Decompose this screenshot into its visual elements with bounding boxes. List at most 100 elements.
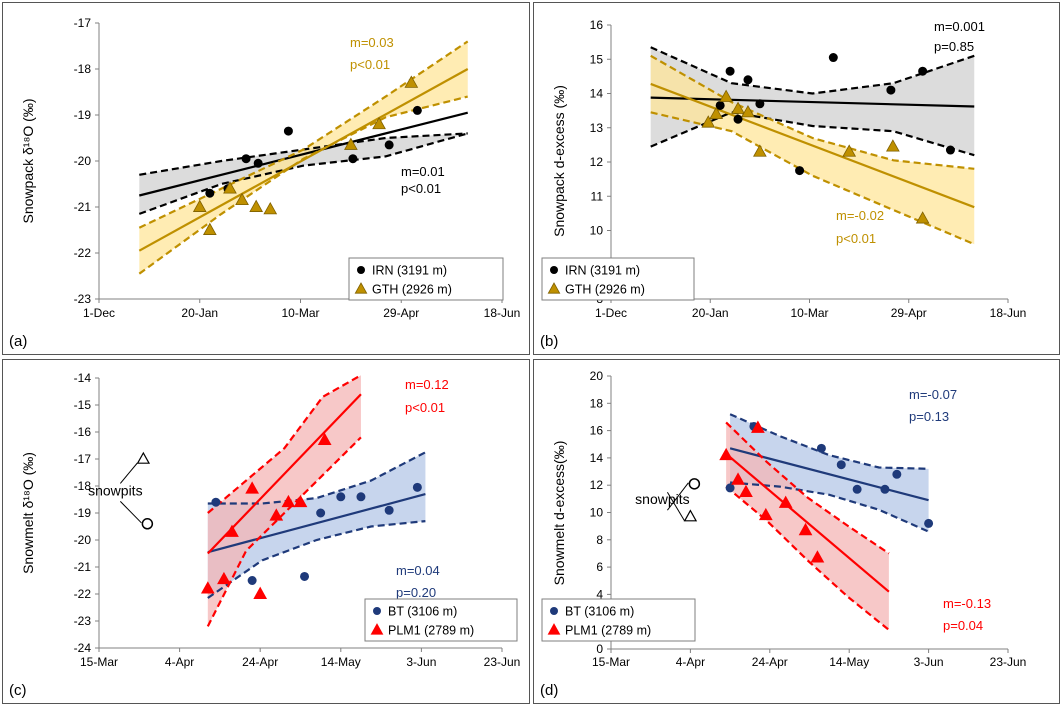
x-tick-label: 15-Mar: [592, 655, 630, 669]
y-tick-label: 18: [590, 396, 604, 410]
snowpit-triangle: [683, 509, 698, 522]
legend-marker-circle: [550, 607, 558, 615]
data-point-triangle: [245, 481, 259, 494]
legend-marker-triangle: [547, 282, 561, 294]
data-point-triangle: [798, 522, 813, 536]
data-point-circle: [945, 145, 955, 155]
data-point-circle: [412, 482, 422, 492]
data-point-triangle: [225, 524, 239, 537]
slope-annotation: m=0.01: [401, 164, 445, 179]
data-point-circle: [356, 492, 366, 502]
data-point-circle: [253, 158, 263, 168]
panel-b: 16151413121110981-Dec20-Jan10-Mar29-Apr1…: [533, 2, 1060, 355]
x-tick-label: 4-Apr: [676, 655, 705, 669]
p-value-annotation: p<0.01: [836, 231, 876, 246]
data-point-triangle: [317, 432, 332, 446]
x-tick-label: 24-Apr: [242, 655, 278, 669]
data-point-triangle: [263, 201, 278, 215]
y-tick-label: 16: [590, 18, 604, 32]
regression-line-0: [650, 96, 975, 108]
y-tick-label: -24: [74, 641, 92, 655]
snowpits-label: snowpits: [635, 491, 689, 507]
data-point-triangle: [200, 581, 215, 594]
data-point-circle: [205, 188, 215, 198]
data-point-circle: [816, 443, 826, 453]
y-tick-label: -18: [74, 479, 92, 493]
ci-upper-line-1: [138, 40, 469, 229]
slope-annotation: m=-0.02: [836, 208, 884, 223]
y-axis-label: Snowmelt d-excess(‰): [551, 441, 567, 586]
snowpit-leader-1: [666, 491, 685, 521]
data-point-triangle: [739, 484, 753, 497]
data-point-circle: [852, 484, 862, 494]
data-point-circle: [412, 105, 422, 115]
y-tick-label: -22: [74, 246, 92, 260]
panel-d: 2018161412108642015-Mar4-Apr24-Apr14-May…: [533, 359, 1060, 704]
chart-a-svg: -17 -18 -19 -20 -21 -22 -231-Dec 20-Jan 10-Mar 29…: [9, 16, 521, 350]
legend-label: PLM1 (2789 m): [388, 624, 474, 638]
data-point-circle: [733, 114, 743, 124]
regression-line-1: [725, 452, 890, 593]
slope-annotation: m=-0.13: [943, 596, 991, 611]
ci-lower-line-1: [725, 485, 890, 631]
y-tick-label: 4: [596, 587, 603, 601]
data-point-triangle: [372, 116, 386, 130]
data-point-triangle: [709, 106, 724, 119]
data-point-triangle: [842, 144, 857, 157]
panel-a: -17 -18 -19 -20 -21 -22 -23 1-Dec 20-Jan 10-Mar 29…: [2, 2, 530, 355]
data-point-triangle: [192, 199, 207, 212]
y-tick-label: -21: [74, 200, 92, 214]
y-tick-label: -16: [74, 425, 92, 439]
y-tick-label: 0: [596, 642, 603, 656]
data-point-triangle: [202, 222, 217, 235]
p-value-annotation: p=0.85: [934, 39, 974, 54]
data-point-circle: [743, 75, 753, 85]
y-tick-label: -20: [74, 154, 92, 168]
x-tick-label: 18-Jun: [484, 306, 521, 320]
y-tick-label: -21: [74, 560, 92, 574]
x-tick-label: 29-Apr: [383, 306, 419, 320]
data-point-triangle: [253, 586, 268, 599]
data-point-circle: [725, 66, 735, 76]
y-tick-label: 6: [596, 560, 603, 574]
data-point-circle: [316, 508, 326, 518]
data-point-triangle: [731, 472, 745, 485]
x-tick-label: 3-Jun: [914, 655, 944, 669]
p-value-annotation: p<0.01: [405, 400, 445, 415]
data-point-circle: [924, 518, 934, 528]
data-point-circle: [241, 154, 251, 164]
data-point-triangle: [701, 115, 716, 128]
x-tick-label: 10-Mar: [281, 306, 319, 320]
snowpit-circle: [141, 518, 154, 530]
legend-label: IRN (3191 m): [565, 264, 640, 278]
regression-line-0: [207, 493, 426, 554]
y-tick-label: -22: [74, 587, 92, 601]
data-point-triangle: [293, 494, 308, 508]
data-point-triangle: [223, 181, 237, 194]
regression-line-0: [139, 111, 469, 197]
data-point-triangle: [753, 144, 767, 157]
y-tick-label: 12: [590, 478, 604, 492]
x-tick-label: 15-Mar: [80, 655, 118, 669]
legend-box: [541, 257, 695, 301]
x-tick-label: 3-Jun: [406, 655, 436, 669]
x-tick-label: 14-May: [321, 655, 361, 669]
y-tick-label: -17: [74, 16, 92, 30]
x-tick-label: 23-Jun: [990, 655, 1027, 669]
x-tick-label: 1-Dec: [595, 306, 627, 320]
chart-b-svg: 16151413121110981-Dec20-Jan10-Mar29-Apr1…: [540, 18, 1026, 350]
x-tick-label: 23-Jun: [484, 655, 521, 669]
data-point-triangle: [741, 105, 755, 118]
x-tick-label: 29-Apr: [891, 306, 927, 320]
y-tick-label: 20: [590, 369, 604, 383]
data-point-triangle: [731, 101, 745, 114]
data-point-circle: [283, 126, 293, 136]
data-point-circle: [795, 166, 805, 176]
y-tick-label: -18: [74, 62, 92, 76]
data-point-triangle: [404, 75, 419, 88]
data-point-triangle: [719, 447, 733, 461]
y-tick-label: -19: [74, 108, 92, 122]
panel-label: (c): [9, 682, 27, 699]
data-point-circle: [348, 154, 358, 164]
y-tick-label: -17: [74, 452, 92, 466]
